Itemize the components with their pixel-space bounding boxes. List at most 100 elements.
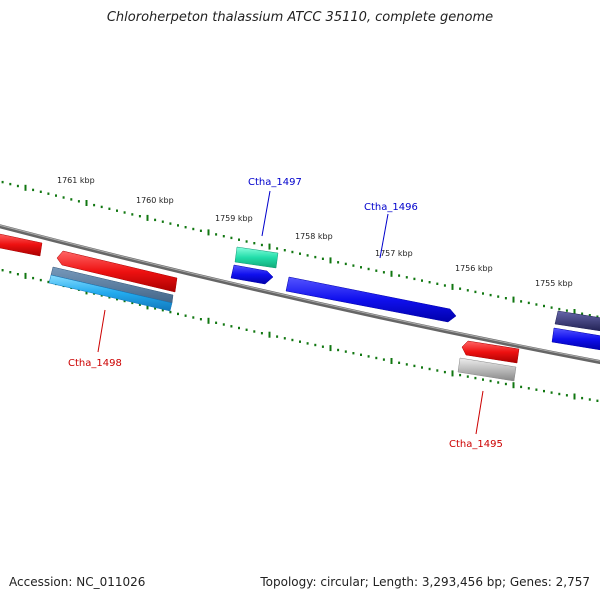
outer-major-tick [512,296,515,303]
outer-minor-tick [398,274,401,277]
inner-minor-tick [474,376,477,380]
gene-ctha-1495-red-arrow[interactable] [461,340,520,364]
outer-minor-tick [108,207,111,210]
outer-minor-tick [16,184,19,188]
outer-major-tick [207,229,210,236]
topology-text: Topology: circular; Length: 3,293,456 bp… [260,575,590,589]
kbp-label-1760: 1760 kbp [136,196,174,205]
outer-minor-tick [230,236,233,240]
outer-minor-tick [100,205,103,209]
outer-minor-tick [382,271,385,274]
kbp-label-1761: 1761 kbp [57,176,95,185]
inner-minor-tick [47,280,50,284]
outer-major-tick [573,309,576,315]
outer-minor-tick [154,218,157,222]
inner-minor-tick [466,375,469,378]
outer-minor-tick [55,194,57,197]
inner-minor-tick [9,271,12,274]
inner-minor-tick [177,312,179,316]
leader-ctha-1496 [379,213,389,259]
gene-label-ctha-1496[interactable]: Ctha_1496 [364,202,418,213]
inner-minor-tick [375,356,378,360]
gene-label-ctha-1497[interactable]: Ctha_1497 [248,177,302,188]
outer-minor-tick [177,224,179,227]
outer-minor-tick [260,243,263,247]
inner-minor-tick [283,337,286,340]
gene-ctha-1495-gray-bar[interactable] [457,357,517,382]
inner-minor-tick [543,389,545,393]
inner-minor-tick [360,353,362,356]
leader-ctha-1498 [97,309,106,353]
gene-left-red-arrow[interactable] [0,233,43,257]
outer-minor-tick [39,190,42,193]
outer-minor-tick [245,240,248,243]
inner-minor-tick [344,350,347,353]
inner-minor-tick [116,298,118,301]
outer-minor-tick [527,301,530,305]
inner-minor-tick [306,342,309,345]
outer-minor-tick [504,297,507,300]
outer-minor-tick [344,262,347,266]
leader-ctha-1497 [261,190,271,237]
gene-ctha-1498-cyan-bar[interactable] [48,274,173,312]
gene-ctha-1496-arrow[interactable] [285,276,457,323]
inner-minor-tick [1,269,4,272]
outer-minor-tick [161,220,164,223]
outer-minor-tick [413,277,416,281]
outer-minor-tick [199,229,202,232]
inner-minor-tick [154,307,157,310]
inner-major-tick [451,370,454,377]
outer-minor-tick [131,213,134,216]
outer-minor-tick [337,261,340,264]
inner-minor-tick [398,361,401,364]
leader-ctha-1495 [475,390,484,435]
inner-major-tick [329,345,332,352]
inner-minor-tick [550,391,553,394]
inner-major-tick [207,317,210,324]
inner-minor-tick [436,369,439,372]
gene-right-blue-arrow[interactable] [551,327,600,351]
gene-ctha-1498-red-arrow[interactable] [56,250,178,293]
outer-minor-tick [459,287,462,290]
map-title: Chloroherpeton thalassium ATCC 35110, co… [106,10,494,25]
inner-minor-tick [421,366,423,369]
inner-minor-tick [32,276,35,280]
inner-minor-tick [405,363,408,366]
gene-label-ctha-1498[interactable]: Ctha_1498 [68,358,122,369]
kbp-label-1755: 1755 kbp [535,279,573,288]
outer-minor-tick [253,242,256,245]
outer-minor-tick [497,295,500,298]
gene-label-ctha-1495[interactable]: Ctha_1495 [449,439,503,450]
inner-minor-tick [123,299,126,303]
outer-major-tick [329,257,332,264]
inner-major-tick [573,393,576,400]
gene-ctha-1497-arrow[interactable] [234,246,279,269]
inner-minor-tick [482,378,484,381]
outer-minor-tick [138,215,141,218]
outer-minor-tick [558,307,561,311]
outer-minor-tick [169,222,172,225]
outer-minor-tick [436,282,439,285]
outer-minor-tick [474,290,477,294]
inner-minor-tick [138,303,141,306]
gene-ctha-1497b-arrow[interactable] [230,264,274,285]
outer-minor-tick [520,300,523,303]
outer-minor-tick [543,304,545,308]
outer-minor-tick [299,252,301,255]
inner-minor-tick [497,381,500,384]
inner-minor-tick [413,364,416,368]
outer-major-tick [390,270,393,277]
outer-minor-tick [9,182,12,186]
inner-minor-tick [230,325,233,328]
outer-minor-tick [47,192,50,195]
inner-minor-tick [161,309,164,312]
inner-minor-tick [428,367,431,371]
inner-minor-tick [131,301,134,305]
inner-minor-tick [596,399,599,402]
inner-minor-tick [215,321,218,324]
outer-minor-tick [581,312,584,315]
outer-minor-tick [70,198,73,201]
outer-minor-tick [360,266,362,269]
gene-right-purple-arrow[interactable] [554,310,600,332]
inner-major-tick [146,303,149,310]
